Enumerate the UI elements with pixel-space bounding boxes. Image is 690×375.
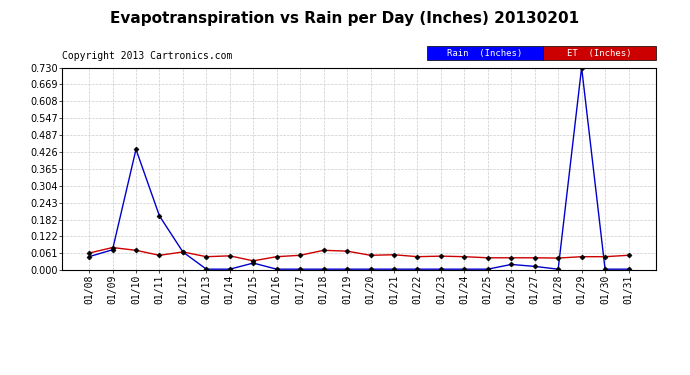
- Text: ET  (Inches): ET (Inches): [567, 49, 631, 58]
- Text: Copyright 2013 Cartronics.com: Copyright 2013 Cartronics.com: [62, 51, 233, 61]
- FancyBboxPatch shape: [543, 46, 655, 60]
- FancyBboxPatch shape: [427, 46, 543, 60]
- Text: Evapotranspiration vs Rain per Day (Inches) 20130201: Evapotranspiration vs Rain per Day (Inch…: [110, 11, 580, 26]
- Text: Rain  (Inches): Rain (Inches): [447, 49, 522, 58]
